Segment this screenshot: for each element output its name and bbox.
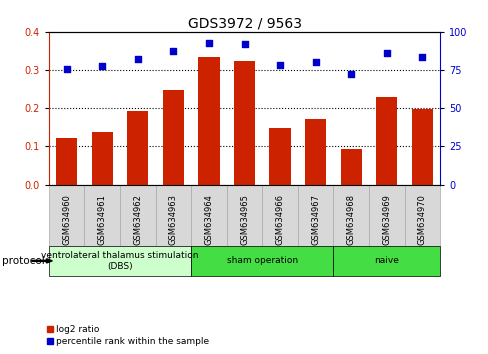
Text: GSM634962: GSM634962 [133,194,142,245]
Point [98,63,106,69]
FancyBboxPatch shape [84,184,120,246]
Text: ventrolateral thalamus stimulation
(DBS): ventrolateral thalamus stimulation (DBS) [41,251,198,270]
Point [134,56,142,61]
FancyBboxPatch shape [49,246,191,276]
Text: GSM634965: GSM634965 [240,194,248,245]
Point [204,40,212,46]
FancyBboxPatch shape [120,184,155,246]
Bar [163,90,183,184]
Text: GSM634963: GSM634963 [168,194,178,245]
Bar [375,97,397,184]
Text: GSM634970: GSM634970 [417,194,426,245]
Text: GSM634967: GSM634967 [310,194,320,245]
Point [346,71,354,77]
FancyBboxPatch shape [297,184,333,246]
Point [418,54,426,60]
Text: GSM634966: GSM634966 [275,194,284,245]
Bar [56,138,77,184]
Legend: log2 ratio, percentile rank within the sample: log2 ratio, percentile rank within the s… [43,321,213,349]
FancyBboxPatch shape [49,184,84,246]
FancyBboxPatch shape [191,184,226,246]
Bar [198,57,219,184]
Point [240,41,248,47]
Text: GSM634960: GSM634960 [62,194,71,245]
Bar [269,128,290,184]
Text: GSM634968: GSM634968 [346,194,355,245]
Text: GSM634961: GSM634961 [98,194,106,245]
Text: naive: naive [373,256,398,266]
Point [382,50,390,56]
Bar [340,149,361,184]
FancyBboxPatch shape [333,246,439,276]
Text: GSM634969: GSM634969 [382,194,390,245]
FancyBboxPatch shape [404,184,439,246]
Bar [233,61,255,184]
Text: protocol: protocol [2,256,45,266]
Point [276,63,284,68]
Point [169,48,177,54]
Bar [305,119,325,184]
Point [62,67,70,72]
FancyBboxPatch shape [155,184,191,246]
Bar [127,111,148,184]
FancyBboxPatch shape [333,184,368,246]
Point [311,59,319,64]
Text: GSM634964: GSM634964 [204,194,213,245]
FancyBboxPatch shape [191,246,333,276]
Bar [411,109,432,184]
FancyBboxPatch shape [262,184,297,246]
Title: GDS3972 / 9563: GDS3972 / 9563 [187,17,301,31]
FancyBboxPatch shape [368,184,404,246]
Text: sham operation: sham operation [226,256,297,266]
Bar [91,132,113,184]
FancyBboxPatch shape [226,184,262,246]
